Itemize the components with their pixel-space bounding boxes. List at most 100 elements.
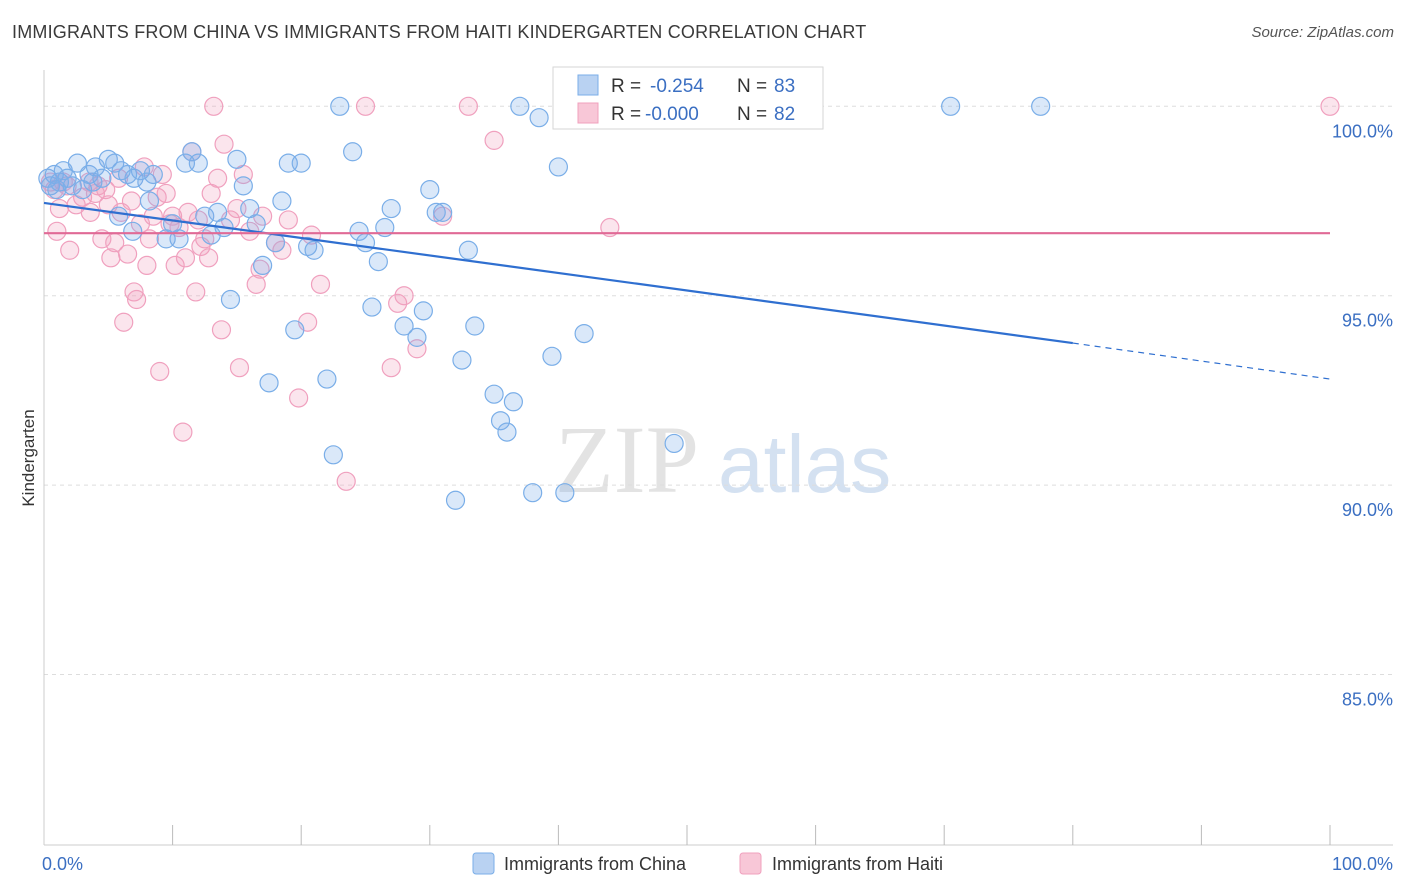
point-china-45 — [285, 320, 305, 340]
point-haiti-3 — [49, 198, 70, 219]
y-tick-label-2: 90.0% — [1342, 500, 1393, 520]
point-haiti-13 — [92, 229, 112, 249]
point-china-81 — [941, 96, 961, 116]
point-haiti-39 — [175, 248, 196, 268]
point-china-71 — [497, 422, 517, 442]
point-china-56 — [368, 252, 388, 272]
point-china-35 — [220, 289, 241, 310]
point-china-50 — [323, 445, 343, 465]
point-china-22 — [108, 206, 129, 226]
point-china-7 — [62, 176, 82, 196]
point-haiti-27 — [137, 255, 157, 276]
point-haiti-68 — [355, 96, 376, 116]
point-china-40 — [253, 255, 273, 276]
y-axis-tick-labels: 100.0% 95.0% 90.0% 85.0% — [1332, 121, 1393, 709]
point-china-29 — [182, 142, 202, 162]
point-haiti-74 — [458, 96, 478, 116]
trend-line-china — [43, 201, 1073, 345]
point-china-76 — [542, 346, 562, 366]
chart-title: IMMIGRANTS FROM CHINA VS IMMIGRANTS FROM… — [12, 22, 867, 42]
x-axis-tick-labels: 0.0% 100.0% — [42, 854, 1393, 874]
legend-haiti-swatch — [577, 102, 599, 124]
point-china-48 — [304, 240, 324, 260]
point-haiti-48 — [204, 96, 224, 116]
point-haiti-42 — [186, 282, 206, 302]
point-china-80 — [664, 433, 684, 454]
legend-haiti-r-value: -0.000 — [645, 104, 699, 125]
point-china-61 — [413, 301, 433, 321]
y-tick-label-3: 85.0% — [1342, 690, 1393, 710]
legend-haiti-n-label: N = — [737, 104, 767, 125]
point-china-53 — [349, 221, 369, 241]
point-china-52 — [343, 142, 363, 162]
point-haiti-66 — [310, 274, 331, 294]
chart-source: Source: ZipAtlas.com — [1251, 24, 1394, 41]
bottom-legend-haiti-label: Immigrants from Haiti — [772, 854, 943, 874]
point-china-77 — [548, 157, 569, 177]
point-haiti-49 — [208, 168, 228, 188]
point-china-72 — [503, 392, 523, 412]
point-china-69 — [484, 384, 504, 404]
x-axis-ticks — [172, 825, 1331, 845]
axes — [43, 70, 1393, 846]
series-china-points — [38, 96, 1051, 510]
point-china-73 — [510, 96, 530, 116]
point-haiti-23 — [124, 282, 144, 302]
bottom-legend-china-label: Immigrants from China — [504, 854, 687, 874]
point-china-19 — [130, 161, 151, 181]
legend-haiti-n-value: 82 — [774, 104, 795, 125]
point-haiti-70 — [388, 293, 408, 313]
point-china-60 — [407, 327, 427, 347]
point-haiti-31 — [150, 361, 170, 382]
point-china-54 — [355, 233, 376, 253]
point-haiti-63 — [289, 388, 309, 408]
point-china-74 — [523, 483, 543, 503]
point-haiti-51 — [214, 134, 234, 154]
point-china-37 — [233, 176, 253, 196]
point-china-64 — [433, 202, 453, 222]
point-china-13 — [92, 168, 112, 188]
point-haiti-38 — [173, 422, 193, 442]
point-china-65 — [445, 490, 466, 510]
point-haiti-50 — [211, 320, 232, 340]
legend-china-r-label: R = — [611, 76, 641, 97]
y-axis-label: Kindergarten — [19, 409, 38, 506]
point-haiti-2 — [47, 221, 67, 241]
y-tick-label-1: 95.0% — [1342, 311, 1393, 331]
point-china-49 — [317, 369, 337, 389]
bottom-legend: Immigrants from China Immigrants from Ha… — [472, 852, 943, 875]
point-china-41 — [259, 373, 279, 393]
point-china-70 — [490, 411, 511, 431]
point-china-82 — [1031, 96, 1051, 116]
point-china-18 — [124, 168, 144, 188]
point-haiti-62 — [278, 210, 298, 230]
legend-china-n-label: N = — [737, 76, 767, 97]
legend-china-r-value: -0.254 — [650, 76, 704, 97]
watermark-zip: ZIP — [555, 406, 699, 513]
point-china-66 — [452, 350, 472, 370]
point-china-68 — [465, 316, 485, 336]
point-china-51 — [330, 96, 350, 116]
point-china-62 — [420, 180, 440, 200]
point-china-67 — [458, 240, 478, 260]
point-haiti-71 — [394, 286, 414, 306]
point-china-75 — [529, 108, 549, 128]
x-tick-label-0: 0.0% — [42, 854, 83, 874]
point-haiti-36 — [165, 255, 185, 276]
point-haiti-69 — [381, 358, 401, 378]
point-china-43 — [272, 191, 292, 211]
point-china-27 — [169, 229, 189, 249]
point-china-79 — [574, 323, 594, 344]
point-haiti-24 — [126, 289, 147, 310]
point-haiti-76 — [600, 217, 620, 238]
point-china-63 — [426, 202, 446, 222]
legend-haiti-r-label: R = — [611, 104, 641, 125]
point-china-20 — [137, 172, 157, 192]
legend-china-n-value: 83 — [774, 76, 795, 97]
point-china-21 — [143, 164, 163, 185]
point-china-58 — [381, 198, 401, 219]
legend: R = -0.254 N = 83 R = -0.000 N = 82 — [552, 66, 824, 130]
point-haiti-10 — [80, 202, 100, 222]
point-china-46 — [291, 153, 311, 173]
